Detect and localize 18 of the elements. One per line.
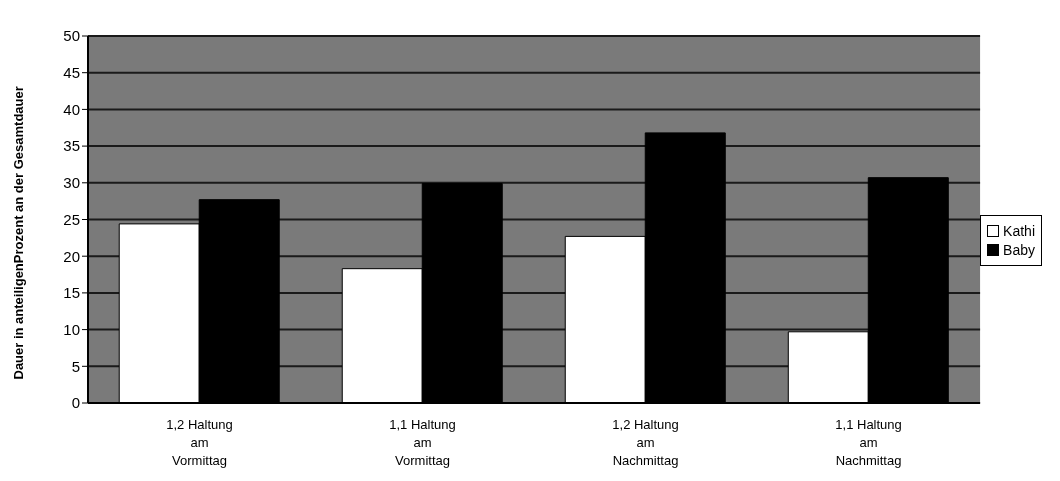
y-tick-label: 50 xyxy=(63,27,80,45)
y-axis-title: Dauer in anteiligenProzent an der Gesamtdauer xyxy=(10,86,26,380)
y-tick-label: 0 xyxy=(71,394,80,412)
legend-label: Kathi xyxy=(1003,223,1035,239)
y-tick-label: 20 xyxy=(63,247,80,265)
x-tick-label: 1,2 Haltung am Nachmittag xyxy=(612,417,679,468)
y-tick-label: 10 xyxy=(63,320,80,338)
y-tick-label: 15 xyxy=(63,284,80,302)
y-tick-label: 40 xyxy=(63,100,80,118)
y-tick-label: 30 xyxy=(63,174,80,192)
y-tick-label: 25 xyxy=(63,210,80,228)
x-tick-label: 1,2 Haltung am Vormittag xyxy=(166,417,233,468)
y-tick-label: 45 xyxy=(63,64,80,82)
legend-label: Baby xyxy=(1003,242,1035,258)
y-tick-label: 35 xyxy=(63,137,80,155)
x-tick-label: 1,1 Haltung am Vormittag xyxy=(389,417,456,468)
x-tick-label: 1,1 Haltung am Nachmittag xyxy=(835,417,902,468)
y-tick-label: 5 xyxy=(71,357,80,375)
